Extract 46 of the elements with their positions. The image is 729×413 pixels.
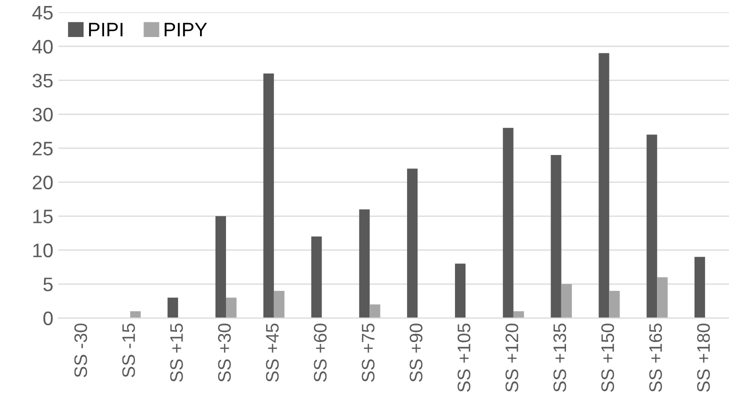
x-tick-label: SS +45	[266, 324, 279, 382]
x-tick-label: SS +75	[362, 324, 375, 382]
y-tick-label: 10	[33, 244, 53, 258]
bar	[598, 53, 610, 318]
y-tick-label: 15	[33, 210, 53, 224]
bar	[694, 256, 706, 318]
bar	[609, 290, 620, 318]
x-tick-label: SS +30	[218, 324, 231, 382]
y-tick-label: 40	[32, 40, 53, 54]
bar	[215, 216, 226, 318]
legend-label: PIPI	[89, 22, 122, 36]
bar	[646, 134, 658, 318]
x-tick-label: SS +105	[458, 324, 470, 392]
y-tick-label: 20	[32, 176, 53, 190]
bar	[130, 311, 141, 318]
x-tick-label: SS +180	[697, 324, 710, 392]
bar	[274, 290, 284, 318]
bar	[454, 264, 466, 318]
x-tick-label: SS +120	[505, 324, 518, 392]
y-tick-label: 45	[32, 6, 53, 20]
y-tick-label: 0	[43, 311, 53, 326]
bar	[311, 236, 322, 318]
x-tick-label: SS +150	[601, 324, 614, 392]
y-tick-label: 30	[32, 108, 53, 122]
bar	[407, 168, 418, 318]
bar	[359, 209, 370, 318]
bar	[370, 304, 380, 318]
x-tick-label: SS +60	[314, 324, 327, 382]
bar	[263, 74, 274, 318]
x-tick-label: SS +90	[410, 324, 422, 382]
bar	[561, 284, 572, 318]
y-tick-label: 5	[43, 278, 53, 292]
bar	[550, 155, 562, 318]
bar	[226, 298, 237, 318]
y-tick-label: 35	[32, 74, 53, 88]
y-tick-label: 25	[32, 142, 53, 156]
x-tick-label: SS +15	[170, 324, 183, 382]
x-tick-label: SS +165	[649, 324, 662, 392]
x-tick-label: SS -15	[122, 324, 136, 378]
bar	[168, 298, 178, 318]
bar	[513, 311, 524, 318]
legend-label: PIPY	[164, 22, 207, 36]
x-tick-label: SS -30	[74, 324, 88, 378]
bar	[657, 277, 668, 318]
x-tick-label: SS +135	[553, 324, 566, 392]
bar	[502, 128, 514, 318]
